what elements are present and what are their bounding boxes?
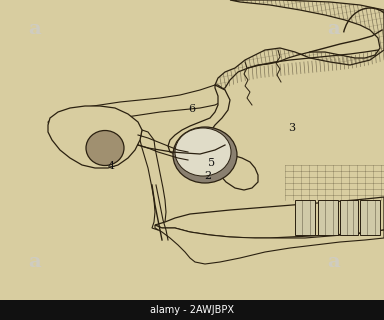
Bar [340,200,358,235]
Polygon shape [48,106,142,168]
Bar [295,200,315,235]
Polygon shape [155,225,384,264]
Polygon shape [215,0,384,90]
Ellipse shape [175,128,231,176]
Polygon shape [168,85,258,190]
Polygon shape [48,85,225,130]
Ellipse shape [86,131,124,165]
Bar [360,200,380,235]
Ellipse shape [173,127,237,183]
Polygon shape [155,197,384,238]
Text: a: a [28,253,41,271]
Text: 6: 6 [189,104,195,114]
Bar [0,300,384,320]
Text: 5: 5 [208,158,215,168]
Text: 2: 2 [204,171,211,181]
Bar [318,200,338,235]
Text: 4: 4 [108,161,115,172]
Polygon shape [140,130,166,230]
Text: a: a [328,20,341,38]
Text: 1: 1 [189,303,195,312]
Text: 3: 3 [288,123,295,133]
Text: alamy - 2AWJBPX: alamy - 2AWJBPX [150,305,234,315]
Text: a: a [328,253,341,271]
Text: a: a [28,20,41,38]
